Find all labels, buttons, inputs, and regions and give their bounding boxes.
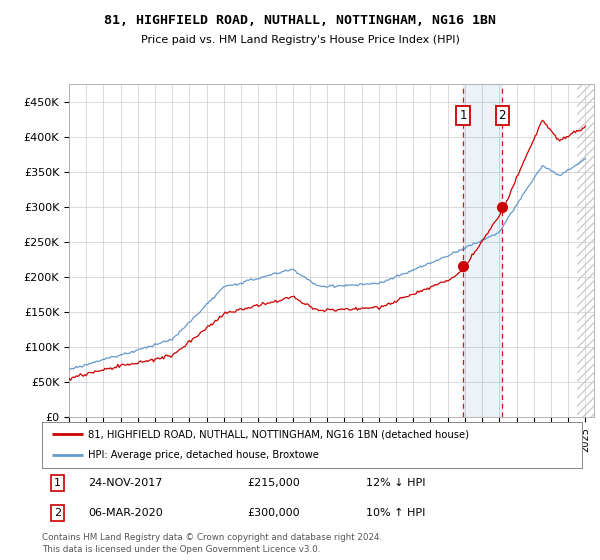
Text: 1: 1 — [54, 478, 61, 488]
Text: Price paid vs. HM Land Registry's House Price Index (HPI): Price paid vs. HM Land Registry's House … — [140, 35, 460, 45]
Text: 06-MAR-2020: 06-MAR-2020 — [88, 508, 163, 518]
Bar — [463, 84, 502, 417]
Text: 81, HIGHFIELD ROAD, NUTHALL, NOTTINGHAM, NG16 1BN: 81, HIGHFIELD ROAD, NUTHALL, NOTTINGHAM,… — [104, 14, 496, 27]
Text: 81, HIGHFIELD ROAD, NUTHALL, NOTTINGHAM, NG16 1BN (detached house): 81, HIGHFIELD ROAD, NUTHALL, NOTTINGHAM,… — [88, 429, 469, 439]
Text: £300,000: £300,000 — [247, 508, 300, 518]
Text: 10% ↑ HPI: 10% ↑ HPI — [366, 508, 425, 518]
Text: 12% ↓ HPI: 12% ↓ HPI — [366, 478, 425, 488]
Text: HPI: Average price, detached house, Broxtowe: HPI: Average price, detached house, Brox… — [88, 450, 319, 460]
Text: 24-NOV-2017: 24-NOV-2017 — [88, 478, 162, 488]
Text: 1: 1 — [460, 109, 467, 122]
Text: 2: 2 — [54, 508, 61, 518]
Text: Contains HM Land Registry data © Crown copyright and database right 2024.
This d: Contains HM Land Registry data © Crown c… — [42, 533, 382, 554]
Text: 2: 2 — [499, 109, 506, 122]
Text: £215,000: £215,000 — [247, 478, 300, 488]
